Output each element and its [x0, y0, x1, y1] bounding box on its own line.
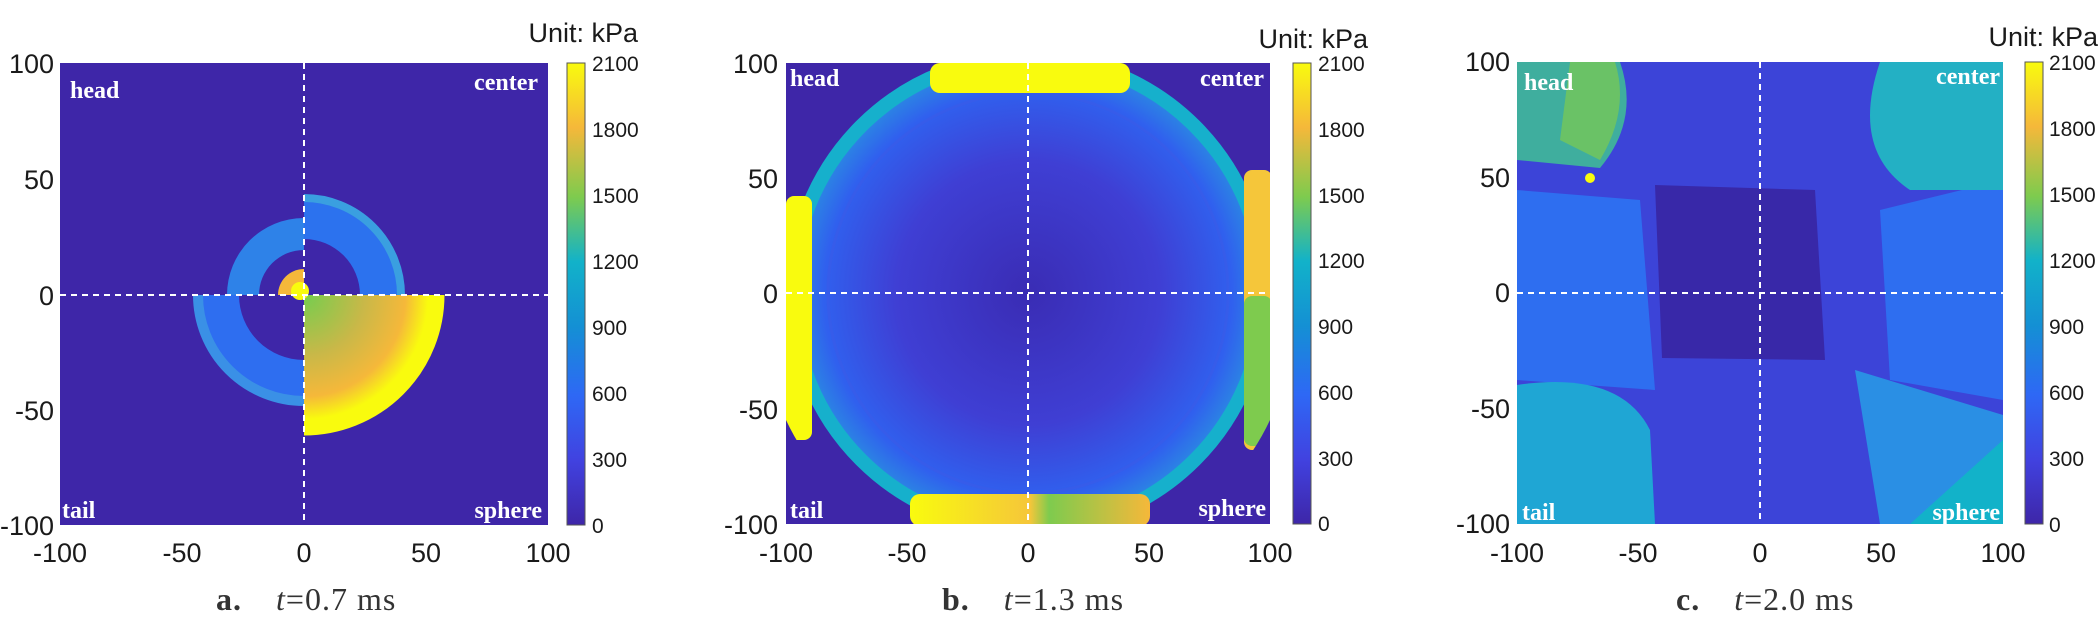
colorbar-tick: 1200 — [1318, 250, 1365, 273]
time-value: =0.7 ms — [285, 581, 397, 617]
y-tick: -100 — [1456, 509, 1510, 539]
x-tick: 50 — [1134, 538, 1164, 568]
heatmap-area-c: head center tail sphere — [1517, 62, 2003, 526]
quadrant-label-tail: tail — [1522, 500, 1556, 526]
y-tick: 50 — [1480, 163, 1510, 193]
colorbar-tick: 1200 — [592, 251, 639, 274]
panel-label: a. — [216, 581, 242, 617]
time-variable: t — [1003, 581, 1014, 617]
y-tick: -100 — [0, 511, 54, 541]
colorbar-tick: 900 — [592, 317, 627, 340]
caption-c: c. t=2.0 ms — [1676, 581, 1854, 618]
x-axis-ticks-a: -100 -50 0 50 100 — [33, 538, 571, 568]
caption-b: b. t=1.3 ms — [942, 581, 1124, 618]
x-tick: -100 — [33, 538, 87, 568]
colorbar-tick: 900 — [1318, 316, 1353, 339]
x-tick: 0 — [1752, 538, 1767, 568]
colorbar-tick: 900 — [2049, 316, 2084, 339]
colorbar-tick: 1800 — [1318, 119, 1365, 142]
time-variable: t — [1734, 581, 1745, 617]
panel-c: head center tail sphere 100 50 0 -50 -10… — [1456, 22, 2098, 568]
quadrant-label-center: center — [1200, 66, 1264, 92]
panel-label: b. — [942, 581, 970, 617]
colorbar-tick: 1500 — [2049, 184, 2096, 207]
y-axis-ticks-b: 100 50 0 -50 -100 — [724, 49, 778, 540]
x-tick: -100 — [1490, 538, 1544, 568]
y-tick: 50 — [24, 165, 54, 195]
quadrant-label-center: center — [474, 70, 538, 96]
unit-label: Unit: kPa — [1258, 24, 1369, 54]
heatmap-area-a: head center tail sphere — [60, 63, 548, 525]
colorbar-tick: 1500 — [592, 185, 639, 208]
y-tick: 100 — [733, 49, 778, 79]
colorbar-tick: 2100 — [592, 53, 639, 76]
colorbar-tick: 1800 — [592, 119, 639, 142]
colorbar-tick: 300 — [592, 449, 627, 472]
y-tick: -50 — [739, 395, 778, 425]
x-tick: -100 — [759, 538, 813, 568]
x-tick: 0 — [1020, 538, 1035, 568]
x-tick: 0 — [296, 538, 311, 568]
y-tick: 100 — [1465, 47, 1510, 77]
quadrant-label-tail: tail — [790, 498, 824, 524]
panel-label: c. — [1676, 581, 1701, 617]
time-value: =1.3 ms — [1013, 581, 1125, 617]
quadrant-label-sphere: sphere — [474, 498, 542, 524]
x-tick: 50 — [1866, 538, 1896, 568]
x-tick: 100 — [1980, 538, 2025, 568]
y-tick: -50 — [1471, 394, 1510, 424]
colorbar-tick: 600 — [592, 383, 627, 406]
x-axis-ticks-b: -100 -50 0 50 100 — [759, 538, 1293, 568]
quadrant-label-center: center — [1936, 64, 2000, 90]
colorbar-tick: 1500 — [1318, 185, 1365, 208]
quadrant-label-head: head — [70, 78, 120, 104]
colorbar-tick: 1200 — [2049, 250, 2096, 273]
x-tick: -50 — [1618, 538, 1657, 568]
panel-b: head center tail sphere 100 50 0 -50 -10… — [724, 24, 1369, 568]
colorbar-b: Unit: kPa 2100 1800 1500 1200 900 600 30… — [1258, 24, 1369, 536]
time-variable: t — [276, 581, 286, 617]
x-tick: -50 — [887, 538, 926, 568]
quadrant-label-tail: tail — [62, 498, 96, 524]
quadrant-label-head: head — [790, 66, 840, 92]
unit-label: Unit: kPa — [1988, 22, 2098, 52]
colorbar-tick: 600 — [1318, 382, 1353, 405]
y-axis-ticks-c: 100 50 0 -50 -100 — [1456, 47, 1510, 539]
x-tick: 50 — [411, 538, 441, 568]
x-tick: 100 — [525, 538, 570, 568]
colorbar-tick: 2100 — [2049, 52, 2096, 75]
colorbar-a: Unit: kPa 2100 1800 1500 1200 900 600 30… — [528, 18, 639, 538]
colorbar-tick: 0 — [2049, 514, 2061, 537]
quadrant-label-sphere: sphere — [1932, 500, 2000, 526]
x-tick: -50 — [162, 538, 201, 568]
colorbar-tick: 1800 — [2049, 118, 2096, 141]
x-tick: 100 — [1247, 538, 1292, 568]
colorbar-tick: 2100 — [1318, 53, 1365, 76]
x-axis-ticks-c: -100 -50 0 50 100 — [1490, 538, 2026, 568]
colorbar-tick: 300 — [2049, 448, 2084, 471]
unit-label: Unit: kPa — [528, 18, 639, 48]
colorbar-tick: 300 — [1318, 448, 1353, 471]
y-tick: 0 — [763, 279, 778, 309]
colorbar-tick: 600 — [2049, 382, 2084, 405]
y-tick: 0 — [39, 281, 54, 311]
quadrant-label-sphere: sphere — [1198, 496, 1266, 522]
panel-a: head center tail sphere 100 50 0 -50 -10… — [0, 18, 639, 568]
colorbar-tick: 0 — [592, 515, 604, 538]
y-tick: -100 — [724, 510, 778, 540]
y-axis-ticks-a: 100 50 0 -50 -100 — [0, 49, 54, 541]
heatmap-area-b: head center tail sphere — [786, 63, 1270, 524]
quadrant-label-head: head — [1524, 70, 1574, 96]
y-tick: 0 — [1495, 278, 1510, 308]
caption-a: a. t=0.7 ms — [216, 581, 396, 618]
y-tick: 50 — [748, 164, 778, 194]
colorbar-c: Unit: kPa 2100 1800 1500 1200 900 600 30… — [1988, 22, 2098, 537]
colorbar-tick: 0 — [1318, 513, 1330, 536]
y-tick: 100 — [9, 49, 54, 79]
time-value: =2.0 ms — [1744, 581, 1855, 617]
y-tick: -50 — [15, 396, 54, 426]
